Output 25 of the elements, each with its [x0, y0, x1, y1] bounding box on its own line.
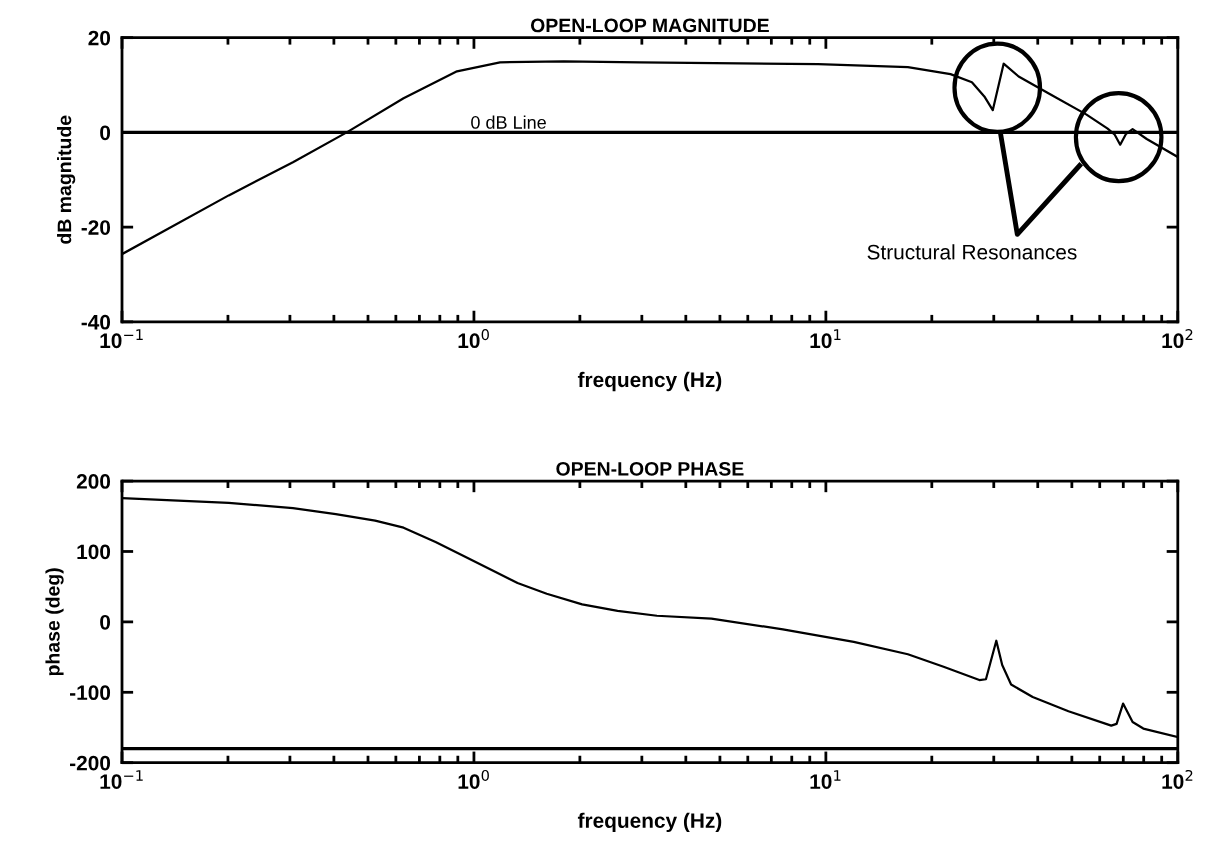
y-tick-label: -200: [70, 755, 111, 771]
ref-line-label: 0 dB Line: [471, 115, 546, 129]
x-tick-label: 10$^{0}$: [458, 769, 489, 789]
x-axis-title: frequency (Hz): [577, 371, 722, 392]
y-tick-label: 0: [100, 125, 111, 141]
y-tick-label: -40: [81, 314, 111, 330]
x-tick-label: 10$^{2}$: [1162, 329, 1193, 349]
x-axis-title: frequency (Hz): [577, 812, 722, 833]
x-tick-label: 10$^{1}$: [810, 329, 841, 349]
x-tick-label: 10$^{2}$: [1162, 769, 1193, 789]
y-tick-label: 0: [100, 614, 111, 630]
y-tick-label: 20: [88, 30, 111, 46]
y-tick-label: 100: [77, 544, 111, 560]
chart-title: OPEN-LOOP MAGNITUDE: [530, 18, 769, 33]
x-tick-label: 10$^{−1}$: [100, 329, 143, 349]
x-tick-label: 10$^{−1}$: [100, 770, 143, 789]
y-axis-title: dB magnitude: [57, 115, 76, 244]
chart-title: OPEN-LOOP PHASE: [556, 461, 744, 476]
x-tick-label: 10$^{1}$: [810, 770, 841, 789]
x-tick-label: 10$^{0}$: [458, 329, 489, 349]
annotation: Structural Resonances: [867, 244, 1077, 260]
y-tick-label: -20: [81, 220, 111, 235]
y-tick-label: 200: [76, 474, 111, 489]
y-axis-title: phase (deg): [45, 568, 64, 676]
y-tick-label: -100: [70, 685, 111, 701]
